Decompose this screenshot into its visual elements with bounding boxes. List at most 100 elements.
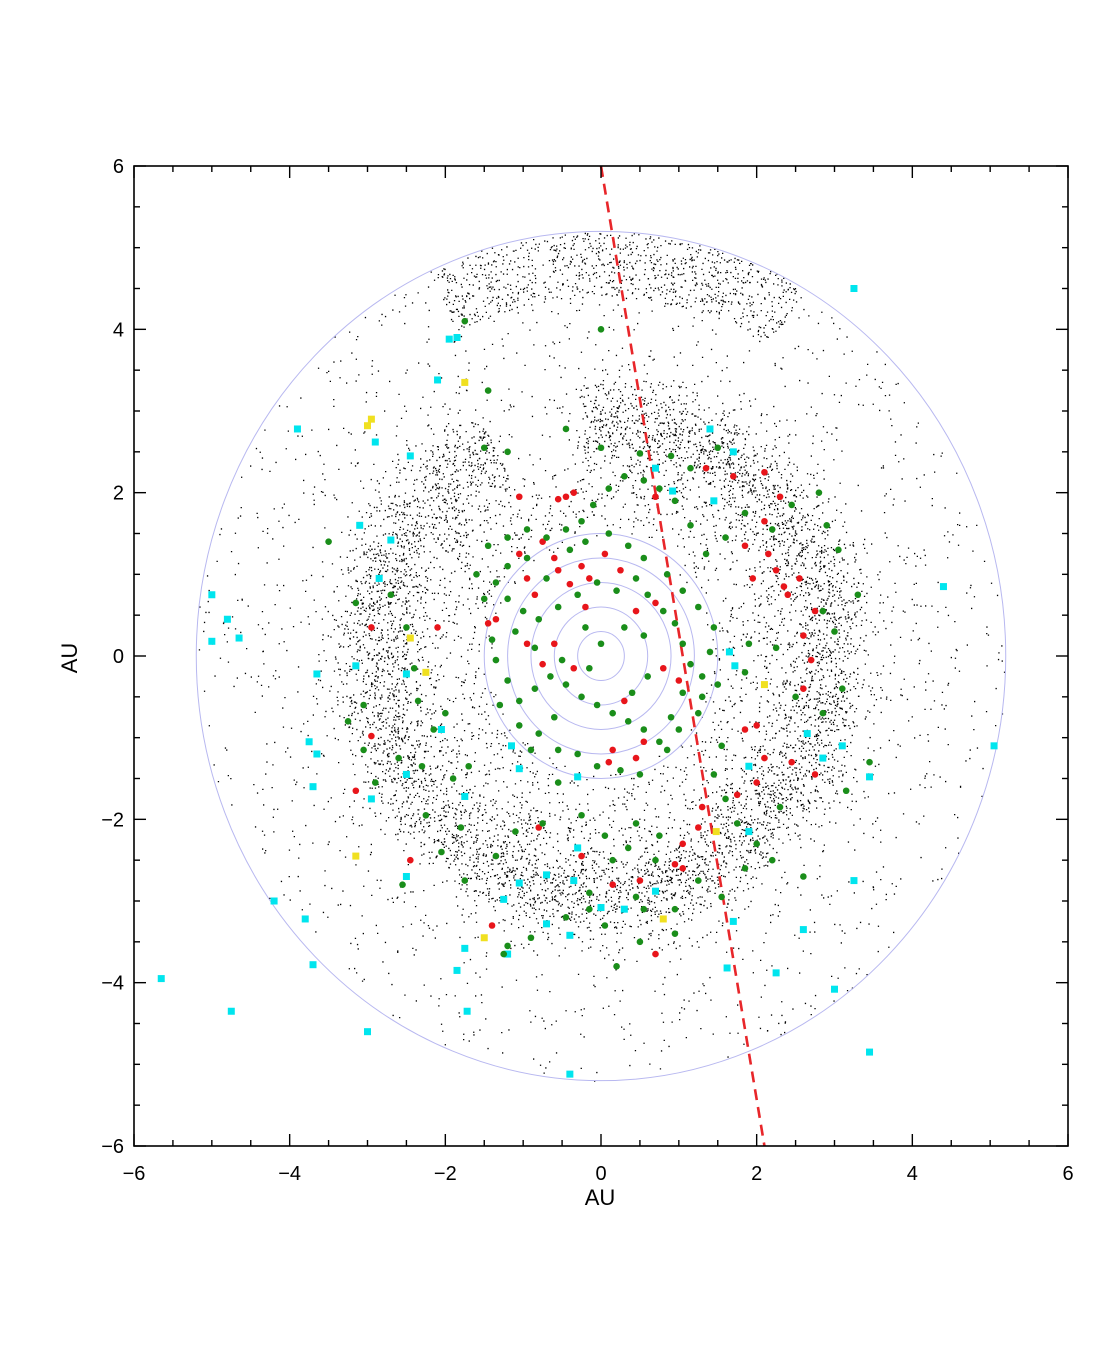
data-point: [632, 575, 640, 582]
data-point: [504, 942, 511, 950]
data-point: [305, 738, 313, 746]
data-point: [842, 787, 850, 795]
series-circle: [352, 464, 819, 958]
data-point: [578, 562, 585, 570]
data-point: [492, 852, 500, 860]
x-tick-label: 0: [595, 1163, 606, 1185]
data-point: [301, 915, 309, 923]
data-point: [570, 664, 578, 672]
data-point: [562, 526, 570, 533]
data-point: [407, 856, 414, 864]
x-tick-label: 4: [907, 1163, 918, 1185]
data-point: [788, 758, 795, 766]
data-point: [819, 754, 827, 762]
data-point: [761, 468, 768, 476]
data-point: [352, 662, 360, 670]
data-point: [866, 1048, 874, 1056]
series-square: [352, 378, 768, 942]
data-point: [554, 566, 562, 574]
data-point: [461, 944, 469, 952]
data-point: [309, 961, 317, 969]
data-point: [784, 591, 792, 599]
data-point: [519, 607, 527, 615]
data-point: [465, 762, 472, 770]
data-point: [854, 591, 862, 599]
data-point: [558, 656, 566, 664]
data-point: [671, 905, 679, 913]
data-point: [609, 856, 616, 864]
data-point: [593, 701, 601, 709]
data-point: [694, 824, 702, 831]
data-point: [410, 664, 418, 672]
data-point: [671, 930, 679, 937]
data-point: [597, 444, 605, 452]
data-point: [453, 334, 461, 341]
data-point: [578, 811, 585, 819]
data-point: [574, 773, 582, 781]
data-point: [562, 493, 570, 501]
data-point: [679, 587, 687, 594]
x-tick-label: 6: [1062, 1163, 1073, 1185]
data-point: [760, 681, 768, 689]
data-point: [636, 877, 644, 884]
data-point: [838, 742, 846, 750]
data-point: [589, 501, 597, 509]
data-point: [636, 938, 644, 946]
data-point: [453, 966, 461, 974]
data-point: [788, 501, 795, 509]
data-point: [367, 415, 375, 423]
data-point: [574, 844, 582, 852]
data-point: [375, 574, 383, 582]
data-point: [461, 792, 469, 800]
data-point: [800, 873, 807, 880]
data-point: [504, 562, 511, 570]
data-point: [663, 746, 671, 754]
data-point: [578, 517, 585, 525]
data-point: [543, 575, 550, 582]
data-point: [729, 917, 737, 925]
data-point: [624, 844, 632, 852]
data-point: [597, 640, 605, 648]
data-point: [208, 637, 216, 645]
data-point: [620, 905, 628, 913]
data-point: [745, 640, 753, 648]
data-point: [543, 871, 551, 879]
data-point: [309, 783, 317, 791]
data-point: [586, 664, 593, 672]
data-point: [551, 640, 558, 648]
data-point: [772, 644, 780, 652]
data-point: [652, 856, 659, 864]
data-point: [753, 779, 760, 786]
data-point: [554, 746, 562, 754]
data-point: [562, 914, 570, 921]
data-point: [710, 624, 718, 631]
data-point: [866, 758, 873, 766]
data-point: [368, 624, 375, 631]
data-point: [780, 583, 788, 590]
data-point: [527, 934, 535, 942]
data-point: [733, 791, 741, 799]
data-point: [671, 620, 679, 627]
data-point: [659, 664, 667, 672]
y-tick-label: −2: [101, 809, 124, 831]
data-point: [712, 828, 720, 836]
data-point: [578, 693, 585, 701]
data-point: [515, 550, 523, 558]
data-point: [488, 922, 496, 929]
reference-circle: [530, 582, 672, 730]
data-point: [651, 887, 659, 895]
data-point: [679, 640, 687, 648]
data-point: [733, 820, 741, 827]
data-point: [504, 595, 511, 603]
data-point: [753, 722, 760, 729]
data-point: [402, 670, 410, 678]
data-point: [515, 879, 523, 887]
data-point: [157, 975, 165, 983]
reference-circle: [483, 533, 719, 779]
y-axis-title: AU: [57, 643, 82, 674]
data-point: [597, 326, 605, 333]
data-point: [819, 607, 827, 615]
data-point: [745, 828, 753, 836]
data-point: [371, 438, 379, 446]
data-point: [601, 550, 609, 558]
